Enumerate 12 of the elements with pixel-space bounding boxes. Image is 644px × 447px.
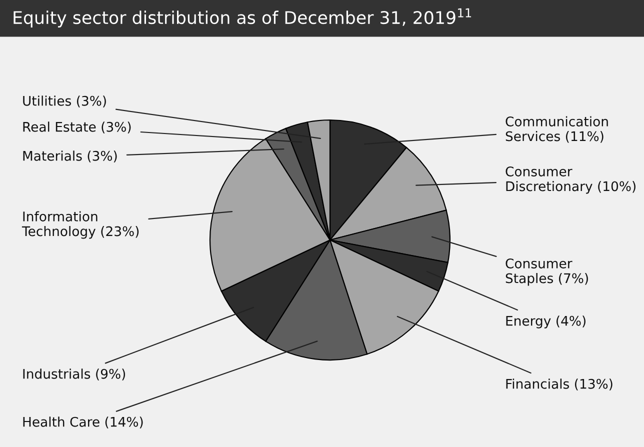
slice-label: Consumer Discretionary (10%)	[506, 166, 636, 194]
slice-label: Communication Services (11%)	[506, 116, 608, 143]
slice-label: Health Care (14%)	[23, 416, 143, 428]
slice-label: Financials (13%)	[506, 378, 612, 390]
slice-label: Real Estate (3%)	[23, 122, 131, 134]
slice-label: Industrials (9%)	[23, 368, 126, 380]
slice-label: Materials (3%)	[23, 150, 117, 162]
slice-label: Energy (4%)	[506, 316, 586, 328]
slice-label: Information Technology (23%)	[22, 211, 139, 239]
slice-label: Consumer Staples (7%)	[506, 258, 588, 286]
slice-label: Utilities (3%)	[23, 96, 106, 108]
chart-title: Equity sector distribution as of December 31, 2019$^{11}$	[14, 8, 472, 28]
